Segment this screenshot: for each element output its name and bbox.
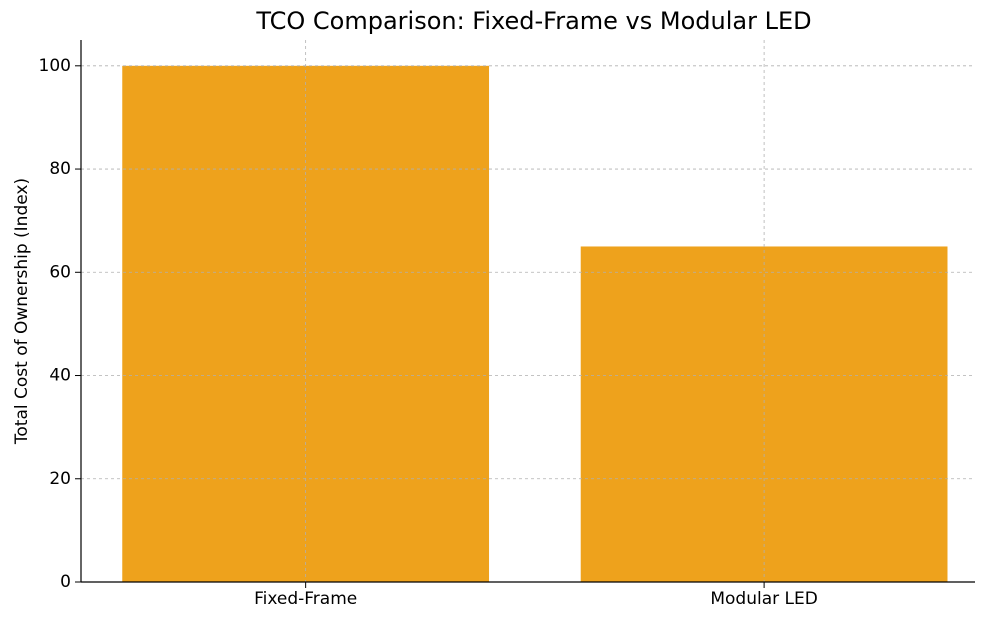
- y-tick-label: 60: [49, 262, 71, 282]
- y-axis-label: Total Cost of Ownership (Index): [12, 178, 32, 445]
- x-tick-label: Modular LED: [710, 589, 817, 609]
- y-tick-label: 80: [49, 159, 71, 179]
- chart-title: TCO Comparison: Fixed-Frame vs Modular L…: [255, 7, 811, 35]
- x-tick-label: Fixed-Frame: [254, 589, 357, 609]
- y-tick-label: 100: [39, 56, 71, 76]
- y-tick-label: 40: [49, 366, 71, 386]
- y-tick-label: 0: [60, 572, 71, 592]
- y-tick-label: 20: [49, 469, 71, 489]
